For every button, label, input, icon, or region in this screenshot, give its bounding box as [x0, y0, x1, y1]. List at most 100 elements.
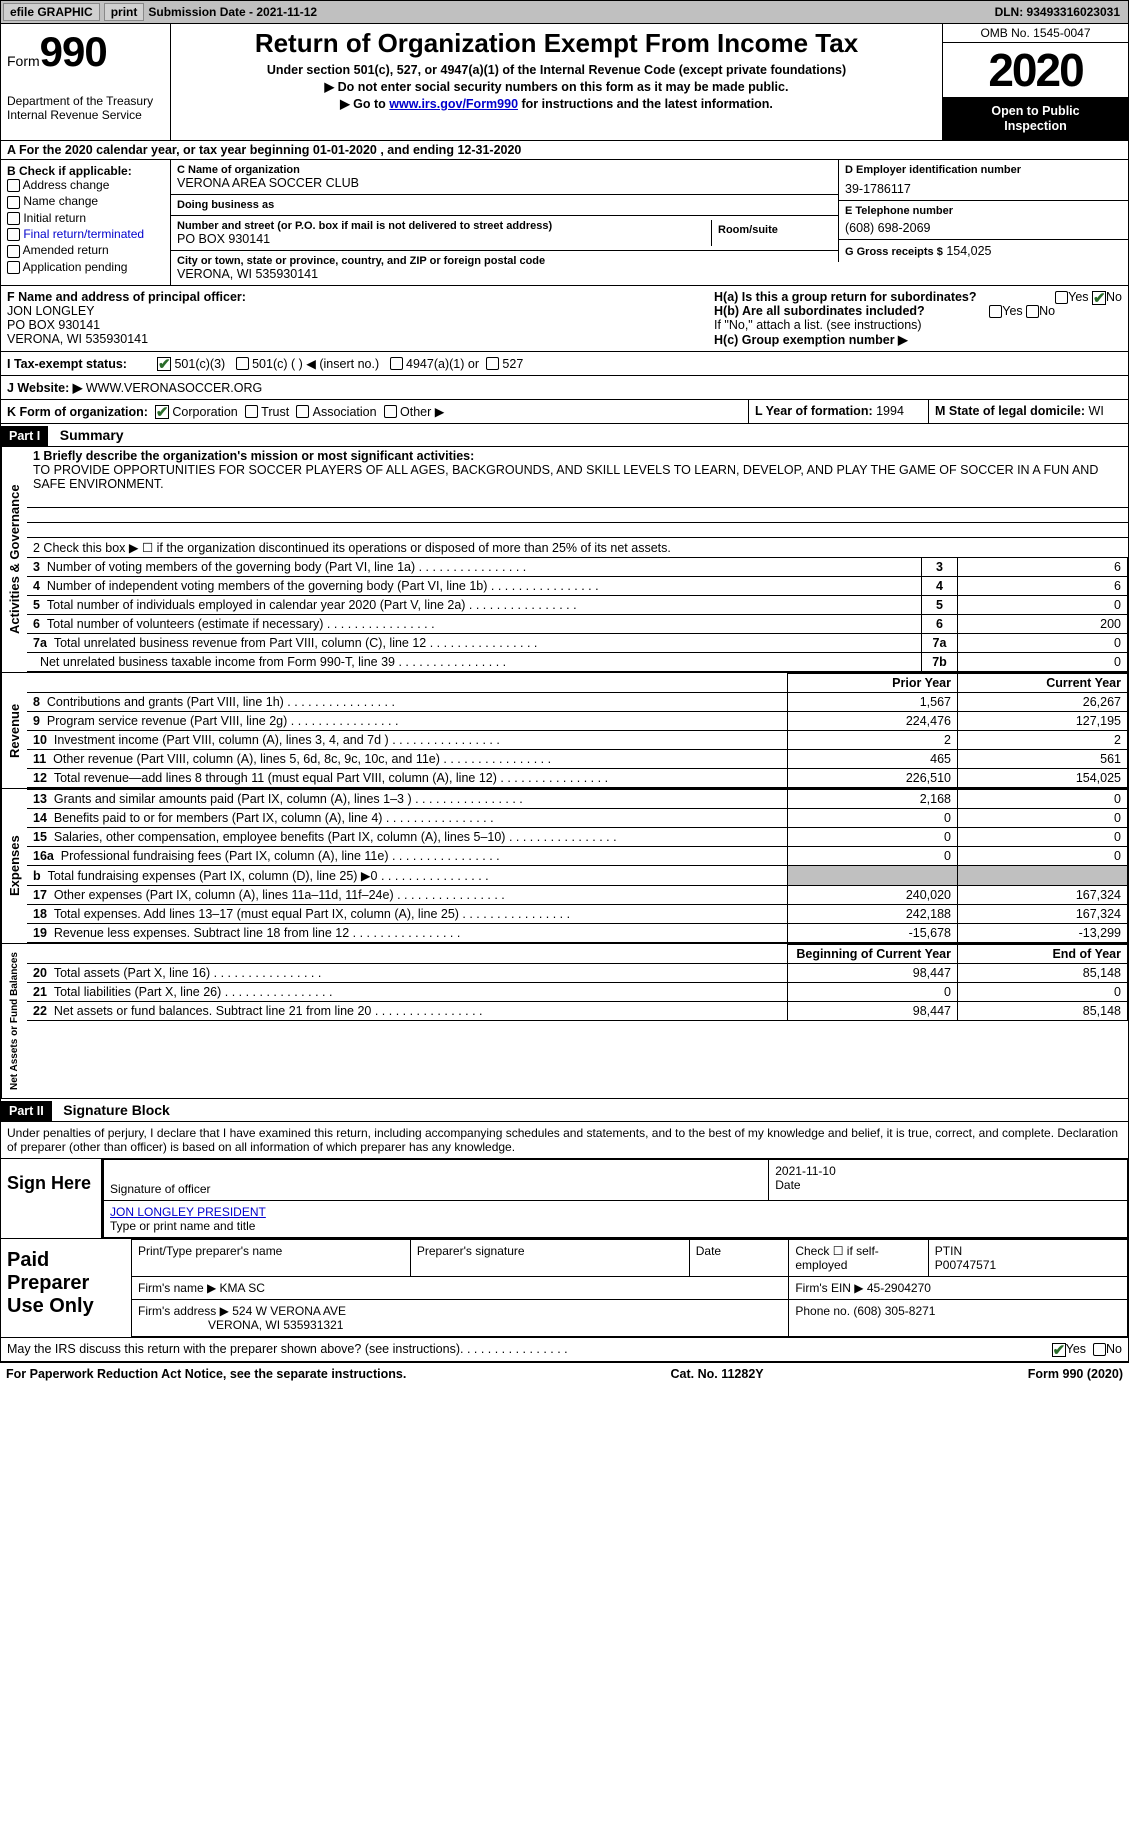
- officer-name: JON LONGLEY: [7, 304, 702, 318]
- firm-ein-value: 45-2904270: [867, 1281, 931, 1295]
- section-expenses: Expenses 13 Grants and similar amounts p…: [0, 789, 1129, 944]
- goto-line: ▶ Go to www.irs.gov/Form990 for instruct…: [179, 96, 934, 111]
- ck-527[interactable]: [486, 357, 499, 370]
- part1-header: Part I Summary: [0, 424, 1129, 447]
- ck-address-change[interactable]: Address change: [7, 178, 164, 192]
- ck-association[interactable]: [296, 405, 309, 418]
- ha-label: H(a) Is this a group return for subordin…: [714, 290, 977, 304]
- hb-no-box[interactable]: [1026, 305, 1039, 318]
- ck-4947[interactable]: [390, 357, 403, 370]
- open-line1: Open to Public: [991, 104, 1079, 118]
- table-row: 13 Grants and similar amounts paid (Part…: [27, 790, 1128, 809]
- preparer-block: Paid Preparer Use Only Print/Type prepar…: [0, 1239, 1129, 1338]
- ck-initial-return[interactable]: Initial return: [7, 211, 164, 225]
- form-word: Form: [7, 53, 40, 69]
- hc-label: H(c) Group exemption number ▶: [714, 332, 1122, 347]
- form-number: 990: [40, 28, 107, 75]
- mission-label: 1 Briefly describe the organization's mi…: [33, 449, 474, 463]
- form-990-page: efile GRAPHIC print Submission Date - 20…: [0, 0, 1129, 1385]
- prep-date-hdr: Date: [689, 1240, 789, 1277]
- ha-yes-box[interactable]: [1055, 291, 1068, 304]
- mission-uline2: [27, 508, 1128, 523]
- section-revenue: Revenue Prior Year Current Year 8 Contri…: [0, 673, 1129, 789]
- box-i: I Tax-exempt status: 501(c)(3) 501(c) ( …: [0, 352, 1129, 376]
- discuss-no-box[interactable]: [1093, 1343, 1106, 1356]
- ck-corporation[interactable]: [155, 405, 169, 419]
- room-label: Room/suite: [718, 224, 826, 236]
- ha-no-box[interactable]: [1092, 291, 1106, 305]
- table-row: 16a Professional fundraising fees (Part …: [27, 847, 1128, 866]
- city-value: VERONA, WI 535930141: [177, 267, 832, 281]
- form-subtitle: Under section 501(c), 527, or 4947(a)(1)…: [179, 63, 934, 77]
- table-row: 15 Salaries, other compensation, employe…: [27, 828, 1128, 847]
- city-label: City or town, state or province, country…: [177, 255, 832, 267]
- street-value: PO BOX 930141: [177, 232, 711, 246]
- part1-tag: Part I: [1, 426, 48, 446]
- ck-name-change[interactable]: Name change: [7, 194, 164, 208]
- box-deg: D Employer identification number 39-1786…: [838, 160, 1128, 285]
- paid-prep-label: Paid Preparer Use Only: [1, 1239, 131, 1337]
- website-label: J Website: ▶: [7, 380, 82, 395]
- firm-addr1: 524 W VERONA AVE: [232, 1304, 346, 1318]
- header-right: OMB No. 1545-0047 2020 Open to Public In…: [942, 24, 1128, 140]
- phone-label: E Telephone number: [845, 205, 1122, 217]
- table-row: Net unrelated business taxable income fr…: [27, 653, 1128, 672]
- discuss-yes-box[interactable]: [1052, 1343, 1066, 1357]
- firm-addr2: VERONA, WI 535931321: [208, 1318, 343, 1332]
- klm-row: K Form of organization: Corporation Trus…: [0, 400, 1129, 424]
- prep-name-hdr: Print/Type preparer's name: [132, 1240, 411, 1277]
- officer-city: VERONA, WI 535930141: [7, 332, 702, 346]
- section-activities: Activities & Governance 1 Briefly descri…: [0, 447, 1129, 673]
- table-row: 11 Other revenue (Part VIII, column (A),…: [27, 750, 1128, 769]
- officer-label: F Name and address of principal officer:: [7, 290, 702, 304]
- box-j: J Website: ▶ WWW.VERONASOCCER.ORG: [0, 376, 1129, 400]
- print-button[interactable]: print: [104, 3, 145, 21]
- ptin-label: PTIN: [935, 1244, 962, 1258]
- phone-value: (608) 698-2069: [845, 217, 1122, 235]
- part2-tag: Part II: [1, 1101, 52, 1121]
- table-row: 7a Total unrelated business revenue from…: [27, 634, 1128, 653]
- irs-link[interactable]: www.irs.gov/Form990: [389, 97, 518, 111]
- l-value: 1994: [876, 404, 904, 418]
- efile-badge: efile GRAPHIC: [3, 3, 100, 21]
- part1-title: Summary: [52, 424, 132, 446]
- firm-phone-label: Phone no.: [795, 1304, 850, 1318]
- table-row: 22 Net assets or fund balances. Subtract…: [27, 1002, 1128, 1021]
- firm-name-label: Firm's name ▶: [138, 1281, 216, 1295]
- hb-yes-box[interactable]: [989, 305, 1002, 318]
- l-label: L Year of formation:: [755, 404, 873, 418]
- ck-trust[interactable]: [245, 405, 258, 418]
- table-row: 20 Total assets (Part X, line 16)98,4478…: [27, 964, 1128, 983]
- ck-amended[interactable]: Amended return: [7, 243, 164, 257]
- box-b: B Check if applicable: Address change Na…: [1, 160, 171, 285]
- firm-name-value: KMA SC: [220, 1281, 265, 1295]
- sig-name-value: JON LONGLEY PRESIDENT: [110, 1205, 1121, 1219]
- website-value: WWW.VERONASOCCER.ORG: [86, 381, 262, 395]
- table-row: b Total fundraising expenses (Part IX, c…: [27, 866, 1128, 886]
- table-row: 6 Total number of volunteers (estimate i…: [27, 615, 1128, 634]
- prep-sig-hdr: Preparer's signature: [410, 1240, 689, 1277]
- ck-app-pending[interactable]: Application pending: [7, 260, 164, 274]
- table-row: 9 Program service revenue (Part VIII, li…: [27, 712, 1128, 731]
- k-label: K Form of organization:: [7, 405, 148, 419]
- ck-501c[interactable]: [236, 357, 249, 370]
- box-f: F Name and address of principal officer:…: [1, 286, 708, 351]
- gross-label: G Gross receipts $: [845, 246, 943, 258]
- ck-501c3[interactable]: [157, 357, 171, 371]
- ck-other[interactable]: [384, 405, 397, 418]
- part2-header: Part II Signature Block: [0, 1099, 1129, 1122]
- dba-label: Doing business as: [177, 199, 832, 211]
- table-expenses: 13 Grants and similar amounts paid (Part…: [27, 789, 1128, 943]
- vlabel-revenue: Revenue: [1, 673, 27, 788]
- pra-notice: For Paperwork Reduction Act Notice, see …: [6, 1367, 406, 1381]
- sig-name-label: Type or print name and title: [110, 1219, 1121, 1233]
- cat-number: Cat. No. 11282Y: [671, 1367, 764, 1381]
- ck-final-return[interactable]: Final return/terminated: [7, 227, 164, 241]
- ein-label: D Employer identification number: [845, 164, 1122, 176]
- firm-phone-value: (608) 305-8271: [853, 1304, 935, 1318]
- m-label: M State of legal domicile:: [935, 404, 1085, 418]
- hb-label: H(b) Are all subordinates included?: [714, 304, 925, 318]
- fh-row: F Name and address of principal officer:…: [0, 286, 1129, 352]
- end-year-hdr: End of Year: [958, 945, 1128, 964]
- part2-title: Signature Block: [55, 1099, 178, 1121]
